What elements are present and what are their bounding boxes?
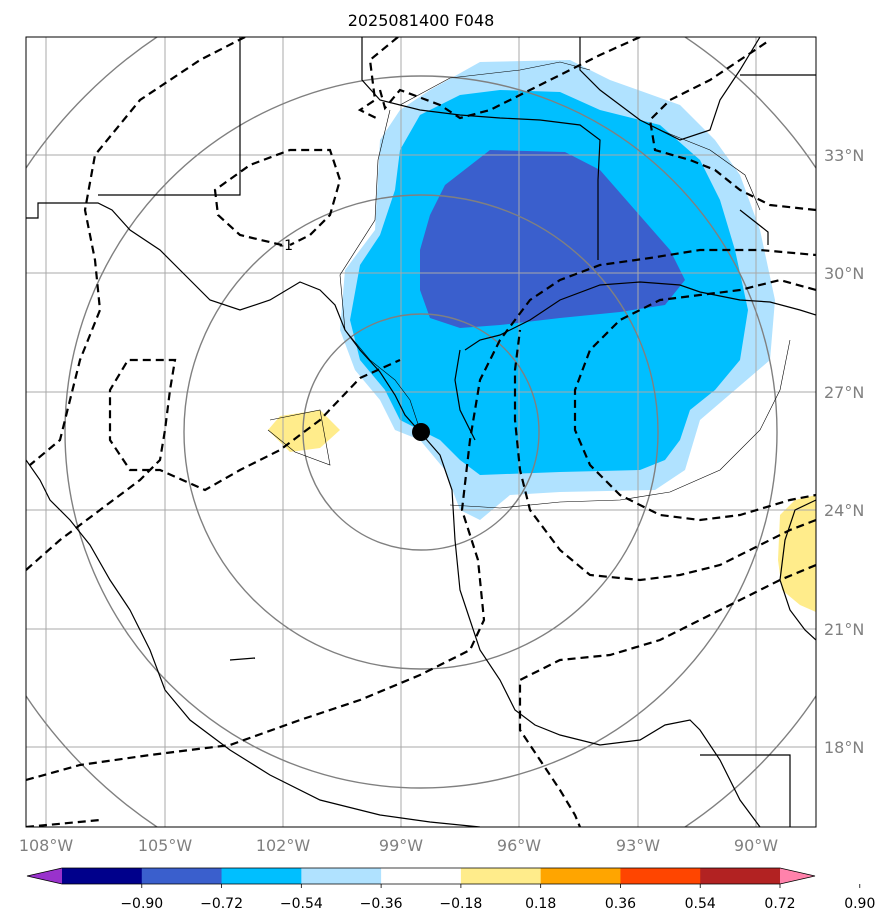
colorbar-tick-label: −0.54: [280, 896, 323, 912]
lon-label: 99°W: [379, 836, 423, 855]
lat-label: 30°N: [824, 264, 864, 283]
colorbar-tick-label: 0.90: [844, 896, 875, 912]
colorbar-tick-label: 0.54: [685, 896, 716, 912]
colorbar-tick-label: −0.90: [120, 896, 163, 912]
colorbar-segment: [620, 868, 701, 884]
dashed-contours: [26, 37, 816, 827]
colorbar-segment: [141, 868, 223, 884]
colorbar-outline: [26, 867, 816, 885]
latitude-labels: 33°N 30°N 27°N 24°N 21°N 18°N: [824, 146, 864, 757]
lat-label: 24°N: [824, 501, 864, 520]
lon-label: 102°W: [256, 836, 311, 855]
storm-center-dot: [412, 423, 430, 441]
contour-label: -1: [279, 238, 293, 254]
lon-label: 96°W: [497, 836, 541, 855]
colorbar-tick-label: 0.36: [605, 896, 636, 912]
colorbar-segment: [700, 868, 781, 884]
lon-label: 93°W: [616, 836, 660, 855]
lon-label: 90°W: [734, 836, 778, 855]
colorbar-extend-min: [27, 868, 62, 884]
lon-label: 105°W: [138, 836, 193, 855]
colorbar-tick-label: 0.72: [764, 896, 795, 912]
colorbar: −0.90 −0.72 −0.54 −0.36 −0.18 0.18 0.36 0.54 0.7…: [26, 867, 875, 912]
colorbar-segment: [381, 868, 462, 884]
colorbar-segment: [221, 868, 302, 884]
fill-yellow-east: [778, 495, 816, 612]
colorbar-tick-label: −0.72: [200, 896, 243, 912]
colorbar-tick-label: −0.18: [439, 896, 482, 912]
map-frame: [25, 36, 817, 828]
state-boundaries: [267, 61, 791, 509]
colorbar-tick-label: −0.36: [360, 896, 403, 912]
lat-label: 27°N: [824, 383, 864, 402]
lat-label: 21°N: [824, 620, 864, 639]
lat-label: 18°N: [824, 738, 864, 757]
colorbar-segment: [460, 868, 542, 884]
colorbar-extend-max: [780, 868, 815, 884]
lat-label: 33°N: [824, 146, 864, 165]
colorbar-segment: [540, 868, 621, 884]
lon-label: 108°W: [19, 836, 74, 855]
map-title: 2025081400 F048: [348, 11, 495, 30]
colorbar-segment: [301, 868, 382, 884]
longitude-labels: 108°W 105°W 102°W 99°W 96°W 93°W 90°W: [19, 836, 778, 855]
colorbar-tick-label: 0.18: [525, 896, 556, 912]
colorbar-segment: [62, 868, 143, 884]
